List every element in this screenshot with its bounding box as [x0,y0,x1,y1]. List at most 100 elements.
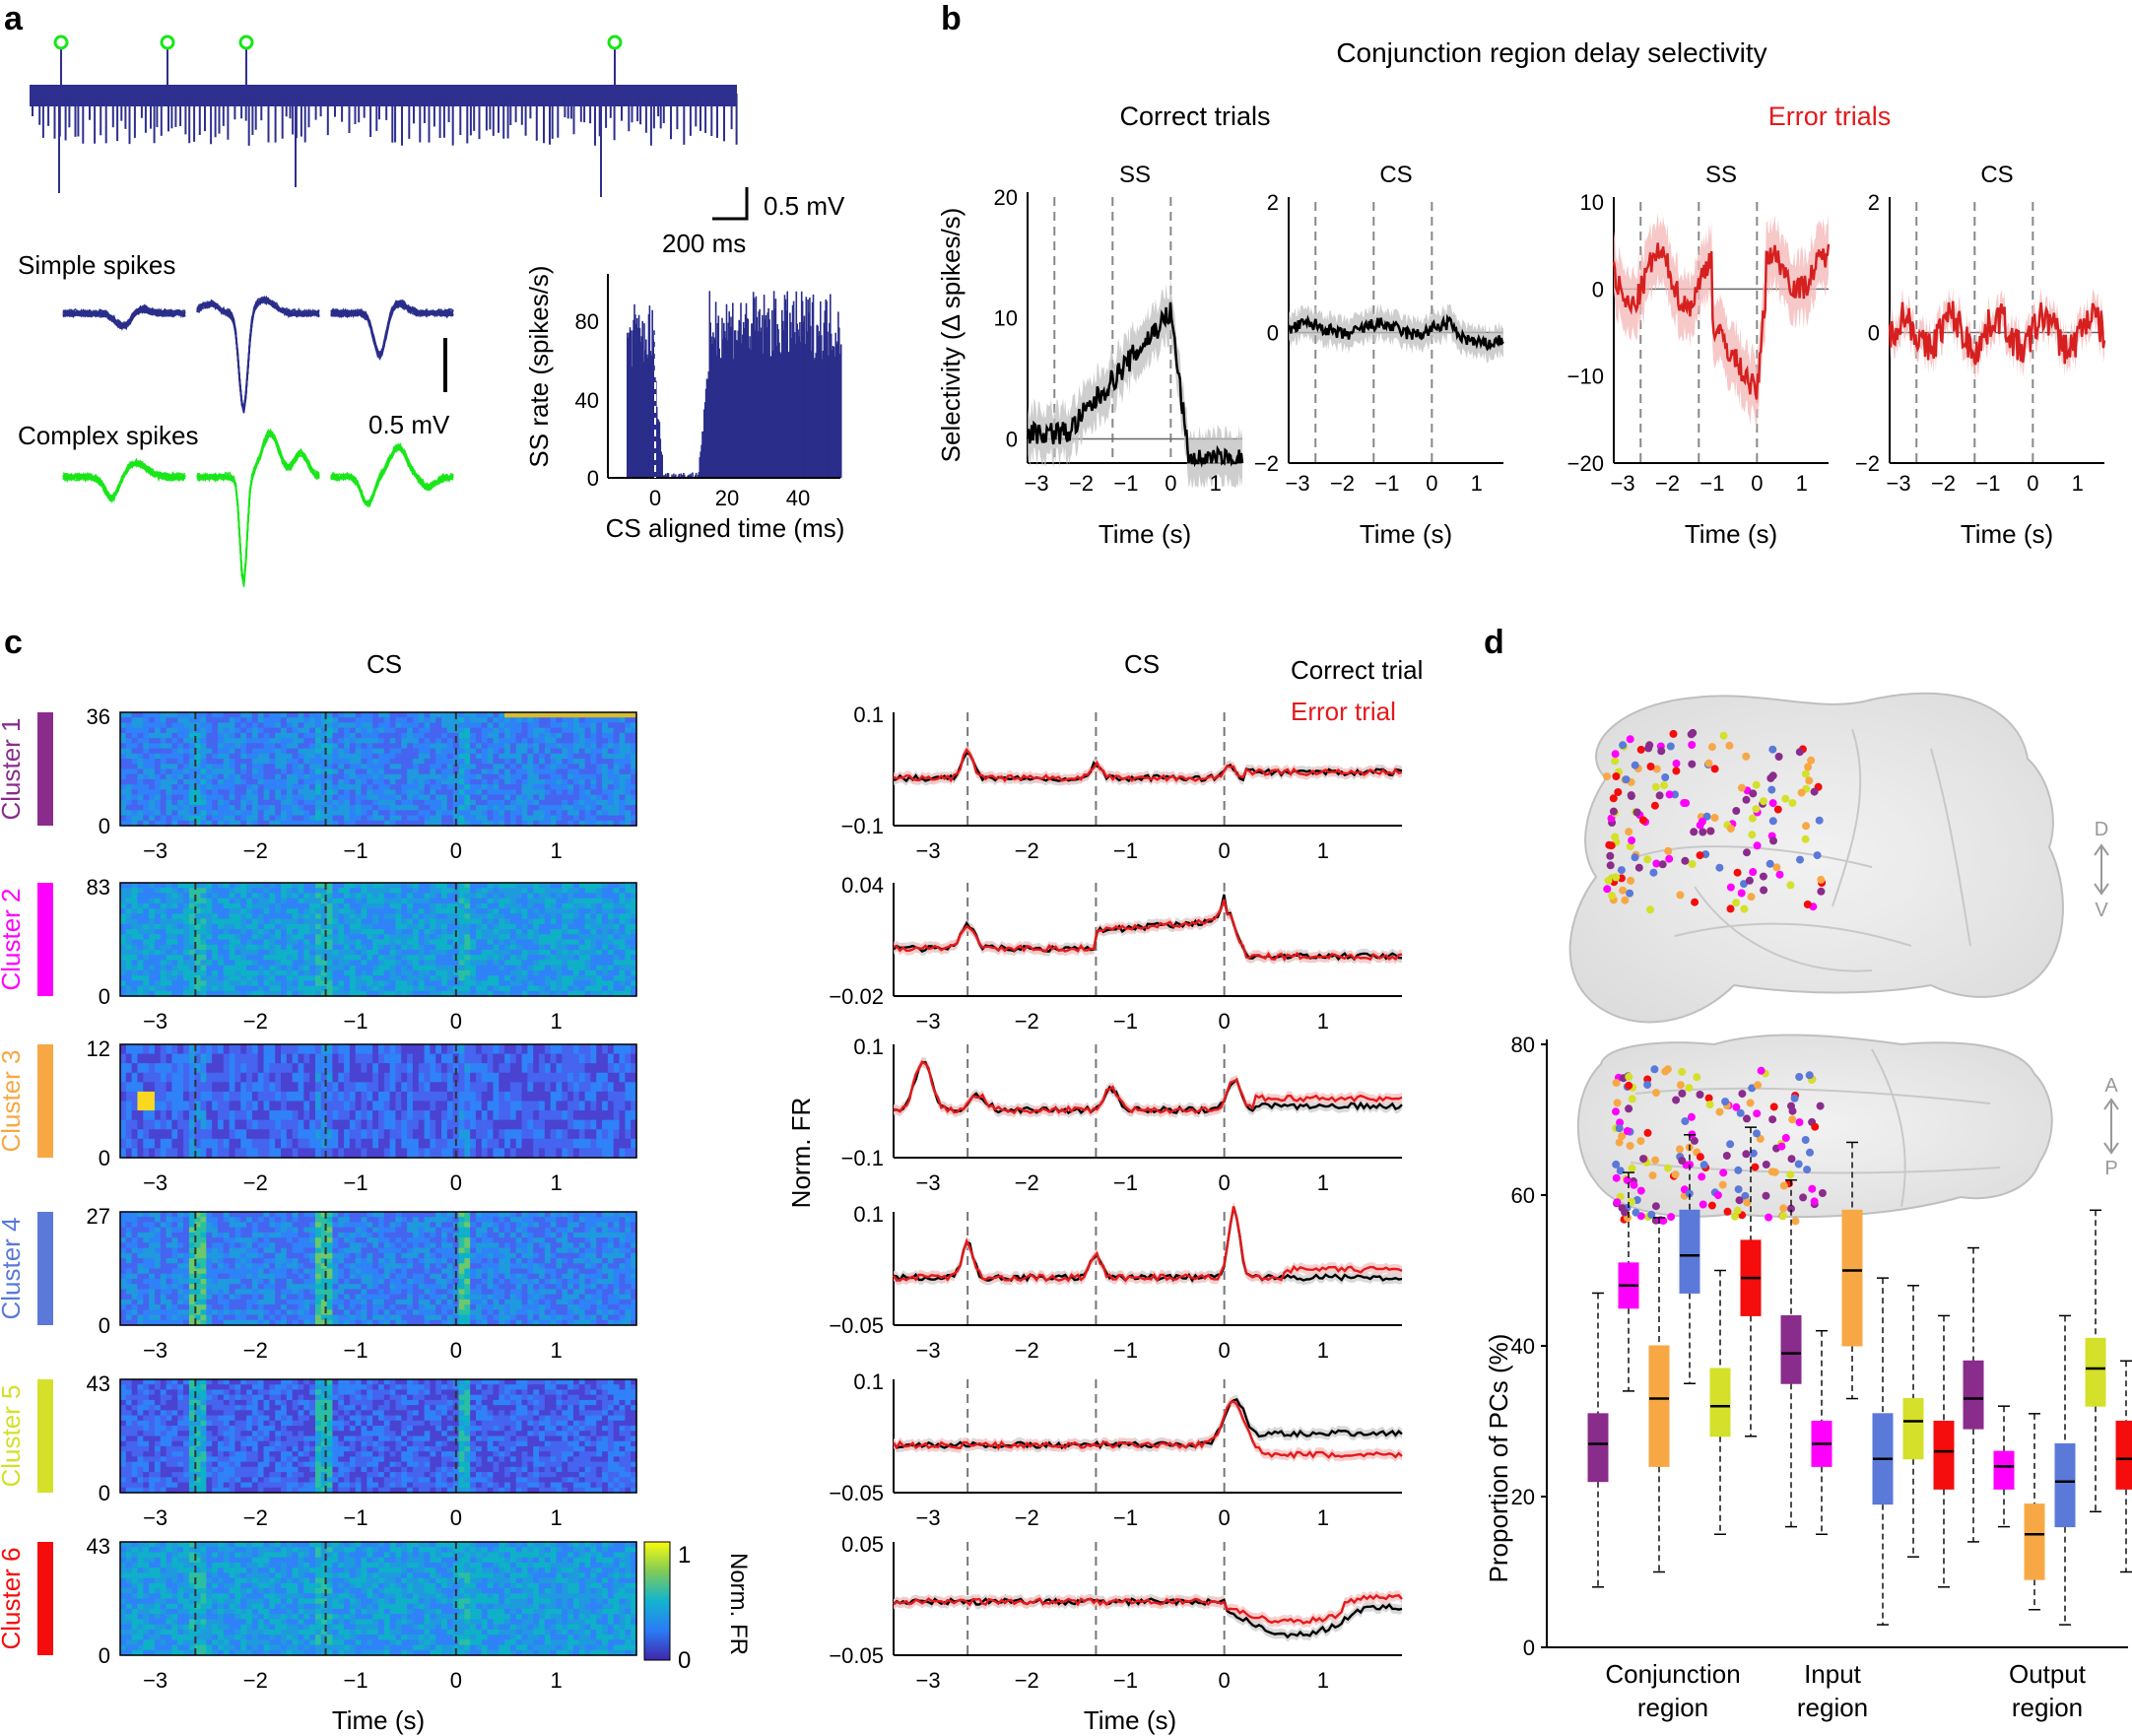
heatmap-cell [309,975,316,981]
heatmap-cell [349,727,357,734]
heatmap-cell [125,1053,133,1064]
heatmap-cell [475,784,483,791]
heatmap-cell [263,712,270,718]
heatmap-cell [458,949,465,956]
heatmap-cell [544,918,552,925]
heatmap-cell [504,717,511,724]
heatmap-cell [521,738,528,744]
heatmap-cell [430,732,436,739]
heatmap-cell [263,748,270,755]
heatmap-cell [281,960,288,967]
heatmap-cell [183,753,190,760]
hist-bar [820,300,822,478]
heatmap-cell [378,918,385,925]
heatmap-cell [395,980,402,987]
hist-bar [730,316,732,478]
heatmap-cell [418,764,426,770]
heatmap-cell [509,918,517,925]
heatmap-cell [143,717,150,724]
heatmap-cell [544,820,552,827]
heatmap-cell [378,949,385,956]
heatmap-cell [412,768,420,775]
heatmap-cell [602,1082,609,1093]
heatmap-cell [326,883,334,889]
heatmap-cell [521,934,528,941]
heatmap-cell [481,980,489,987]
heatmap-cell [412,965,420,971]
hist-bar [838,354,841,478]
heatmap-cell [275,799,282,806]
heatmap-cell [361,934,367,941]
heatmap-cell [584,1082,592,1093]
heatmap-cell [309,815,316,822]
heatmap-cell [401,949,408,956]
heatmap-cell [521,759,528,765]
heatmap-cell [372,768,379,775]
heatmap-cell [251,820,259,827]
heatmap-cell [298,955,304,962]
heatmap-cell [383,1044,391,1055]
heatmap-cell [149,990,156,997]
heatmap-cell [251,944,259,951]
heatmap-cell [263,784,270,791]
heatmap-cell [200,753,207,760]
heatmap-cell [188,820,196,827]
heatmap-cell [125,820,133,827]
heatmap-cell [533,990,540,997]
heatmap-cell [562,1053,568,1064]
heatmap-cell [521,985,528,992]
heatmap-cell [355,883,363,889]
panel-c-letter: c [4,624,23,661]
heatmap-cell [188,712,196,718]
heatmap-cell [194,955,202,962]
heatmap-cell [487,929,495,935]
heatmap-cell [475,753,483,760]
heatmap-cell [309,794,316,801]
heatmap-cell [183,918,190,925]
heatmap-cell [246,883,253,889]
heatmap-cell [607,722,615,729]
heatmap-cell [320,759,328,765]
heatmap-cell [481,789,489,796]
heatmap-cell [578,764,586,770]
heatmap-cell [407,960,414,967]
heatmap-cell [481,815,489,822]
heatmap-cell [401,738,408,744]
heatmap-cell [188,784,196,791]
heatmap-cell [223,975,231,981]
heatmap-cell [372,794,379,801]
heatmap-cell [464,727,471,734]
heatmap-cell [487,805,495,811]
heatmap-cell [257,934,265,941]
heatmap-cell [234,1063,241,1074]
heatmap-cell [470,738,477,744]
hist-ytick-80: 80 [575,309,599,334]
heatmap-cell [441,980,448,987]
heatmap-cell [401,1044,408,1055]
heatmap-cell [412,949,420,956]
heatmap-cell [452,799,460,806]
heatmap-cell [286,748,294,755]
heatmap-cell [120,743,127,750]
heatmap-cell [544,717,552,724]
heatmap-cell [475,939,483,946]
heatmap-cell [309,939,316,946]
heatmap-cell [263,727,270,734]
heatmap-cell [326,717,334,724]
heatmap-cell [389,1053,397,1064]
heatmap-cell [344,753,351,760]
heatmap-cell [314,753,322,760]
heatmap-cell [298,794,304,801]
heatmap-cell [499,784,505,791]
hist-bar [690,473,692,478]
heatmap-cell [458,722,465,729]
heatmap-cell [521,820,528,827]
heatmap-cell [314,1091,322,1102]
heatmap-cell [326,888,334,895]
heatmap-cell [188,727,196,734]
heatmap-cell [160,1082,167,1093]
heatmap-cell [298,1082,304,1093]
hist-bar [802,321,805,478]
heatmap-cell [625,929,632,935]
heatmap-cell [509,712,517,718]
